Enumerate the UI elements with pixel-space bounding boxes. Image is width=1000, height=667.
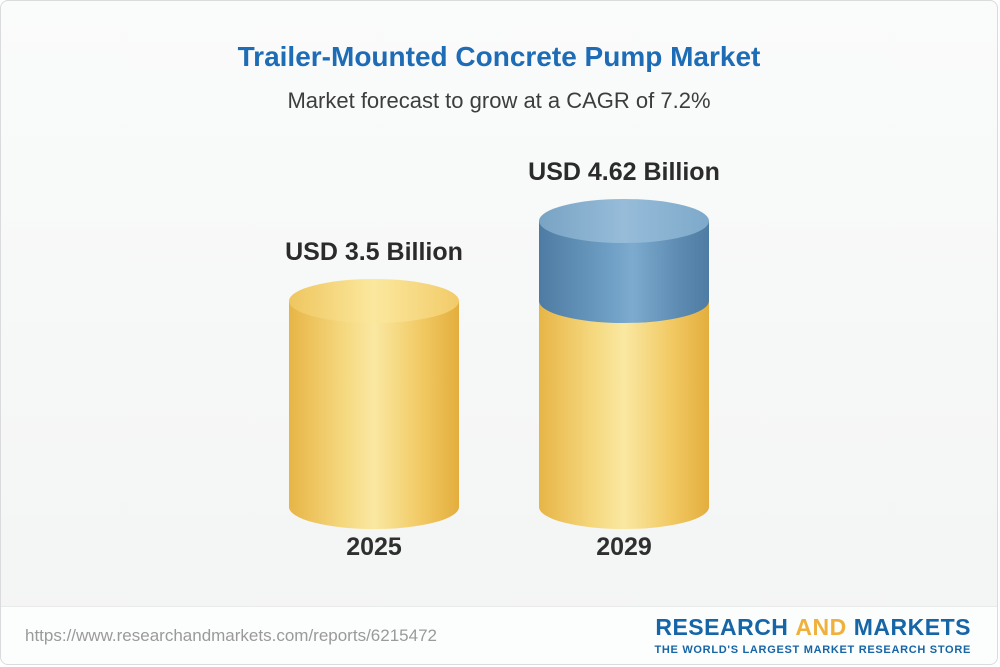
year-label-2029: 2029	[596, 533, 652, 561]
page-subtitle: Market forecast to grow at a CAGR of 7.2…	[287, 88, 711, 113]
value-label-2025: USD 3.5 Billion	[285, 238, 463, 266]
report-url: https://www.researchandmarkets.com/repor…	[25, 625, 437, 645]
footer-bar: https://www.researchandmarkets.com/repor…	[1, 606, 997, 664]
base-segment-2029	[539, 301, 709, 529]
cylinder-2025-body	[289, 301, 459, 529]
cylinder-2029	[539, 199, 709, 529]
growth-segment	[539, 199, 709, 323]
value-label-2029: USD 4.62 Billion	[528, 158, 720, 186]
cylinder-2025	[289, 279, 459, 529]
logo-research: RESEARCH	[655, 614, 789, 640]
logo-and: AND	[795, 614, 847, 640]
logo-markets: MARKETS	[853, 614, 971, 640]
cylinder-2025-top	[289, 279, 459, 323]
company-logo: RESEARCH AND MARKETS THE WORLD'S LARGEST M…	[654, 614, 971, 656]
growth-segment-top	[539, 199, 709, 243]
logo-wordmark: RESEARCH AND MARKETS	[654, 614, 971, 641]
year-label-2025: 2025	[346, 533, 402, 561]
page-title: Trailer-Mounted Concrete Pump Market	[237, 41, 761, 72]
logo-tagline: THE WORLD'S LARGEST MARKET RESEARCH STOR…	[654, 644, 971, 656]
